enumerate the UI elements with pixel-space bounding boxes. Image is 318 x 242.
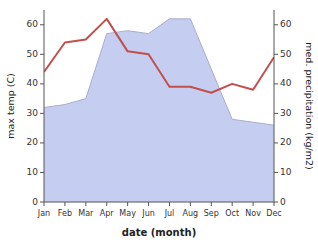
y2-tick-label: 0 [280,197,286,207]
y2-tick [274,142,278,143]
y2-tick [274,24,278,25]
x-tick [127,202,128,206]
x-tick [274,202,275,206]
x-tick-label: Mar [78,209,94,218]
y2-tick-label: 20 [280,137,292,147]
chart: 0 10 20 30 40 50 60 0 10 20 30 40 50 60 Jan Feb Mar Apr Ma… [0,0,318,242]
y2-axis-label: med. precipitation (kg/m2) [304,42,315,169]
y2-axis-line [274,10,275,202]
area-edge [44,19,274,125]
y-tick-label: 0 [32,197,38,207]
x-tick [106,202,107,206]
x-tick [253,202,254,206]
plot-area [44,19,274,202]
x-tick [44,202,45,206]
y-axis-label: max temp (C) [5,73,16,139]
x-tick-label: Jun [141,209,155,218]
y2-tick [274,83,278,84]
x-tick [211,202,212,206]
area-fill [44,19,274,202]
y-tick [40,54,44,55]
x-tick-label: Sep [204,209,219,218]
x-tick-label: Aug [183,209,199,218]
x-tick-label: May [119,209,136,218]
x-tick-label: Jul [164,209,175,218]
x-tick-label: Apr [100,209,115,218]
y-tick [40,172,44,173]
y-axis-line [44,10,45,202]
x-tick-label: Dec [266,209,281,218]
y2-tick-label: 40 [280,78,292,88]
x-tick-label: Nov [245,209,261,218]
x-tick [148,202,149,206]
chart-container: 0 10 20 30 40 50 60 0 10 20 30 40 50 60 Jan Feb Mar Apr Ma… [0,0,318,242]
x-tick-label: Feb [58,209,72,218]
y2-tick-label: 30 [280,108,292,118]
line [44,19,274,93]
y2-tick [274,202,278,203]
y-tick [40,142,44,143]
y-tick-label: 10 [27,167,39,177]
x-axis-line [44,202,274,203]
y2-tick-label: 10 [280,167,292,177]
y-tick-label: 50 [27,49,39,59]
x-tick [232,202,233,206]
x-tick [190,202,191,206]
x-tick-label: Oct [225,209,239,218]
y-tick-label: 20 [27,137,39,147]
y2-tick [274,113,278,114]
y-tick-label: 30 [27,108,39,118]
y2-tick-label: 60 [280,19,292,29]
x-tick [169,202,170,206]
y2-tick [274,54,278,55]
y-tick [40,113,44,114]
x-tick-label: Jan [37,209,50,218]
x-tick [64,202,65,206]
y-tick [40,24,44,25]
y2-tick-label: 50 [280,49,292,59]
y2-tick [274,172,278,173]
y-tick [40,202,44,203]
x-tick [85,202,86,206]
y-tick [40,83,44,84]
y-tick-label: 60 [27,19,39,29]
x-axis-label: date (month) [122,227,196,238]
y-tick-label: 40 [27,78,39,88]
